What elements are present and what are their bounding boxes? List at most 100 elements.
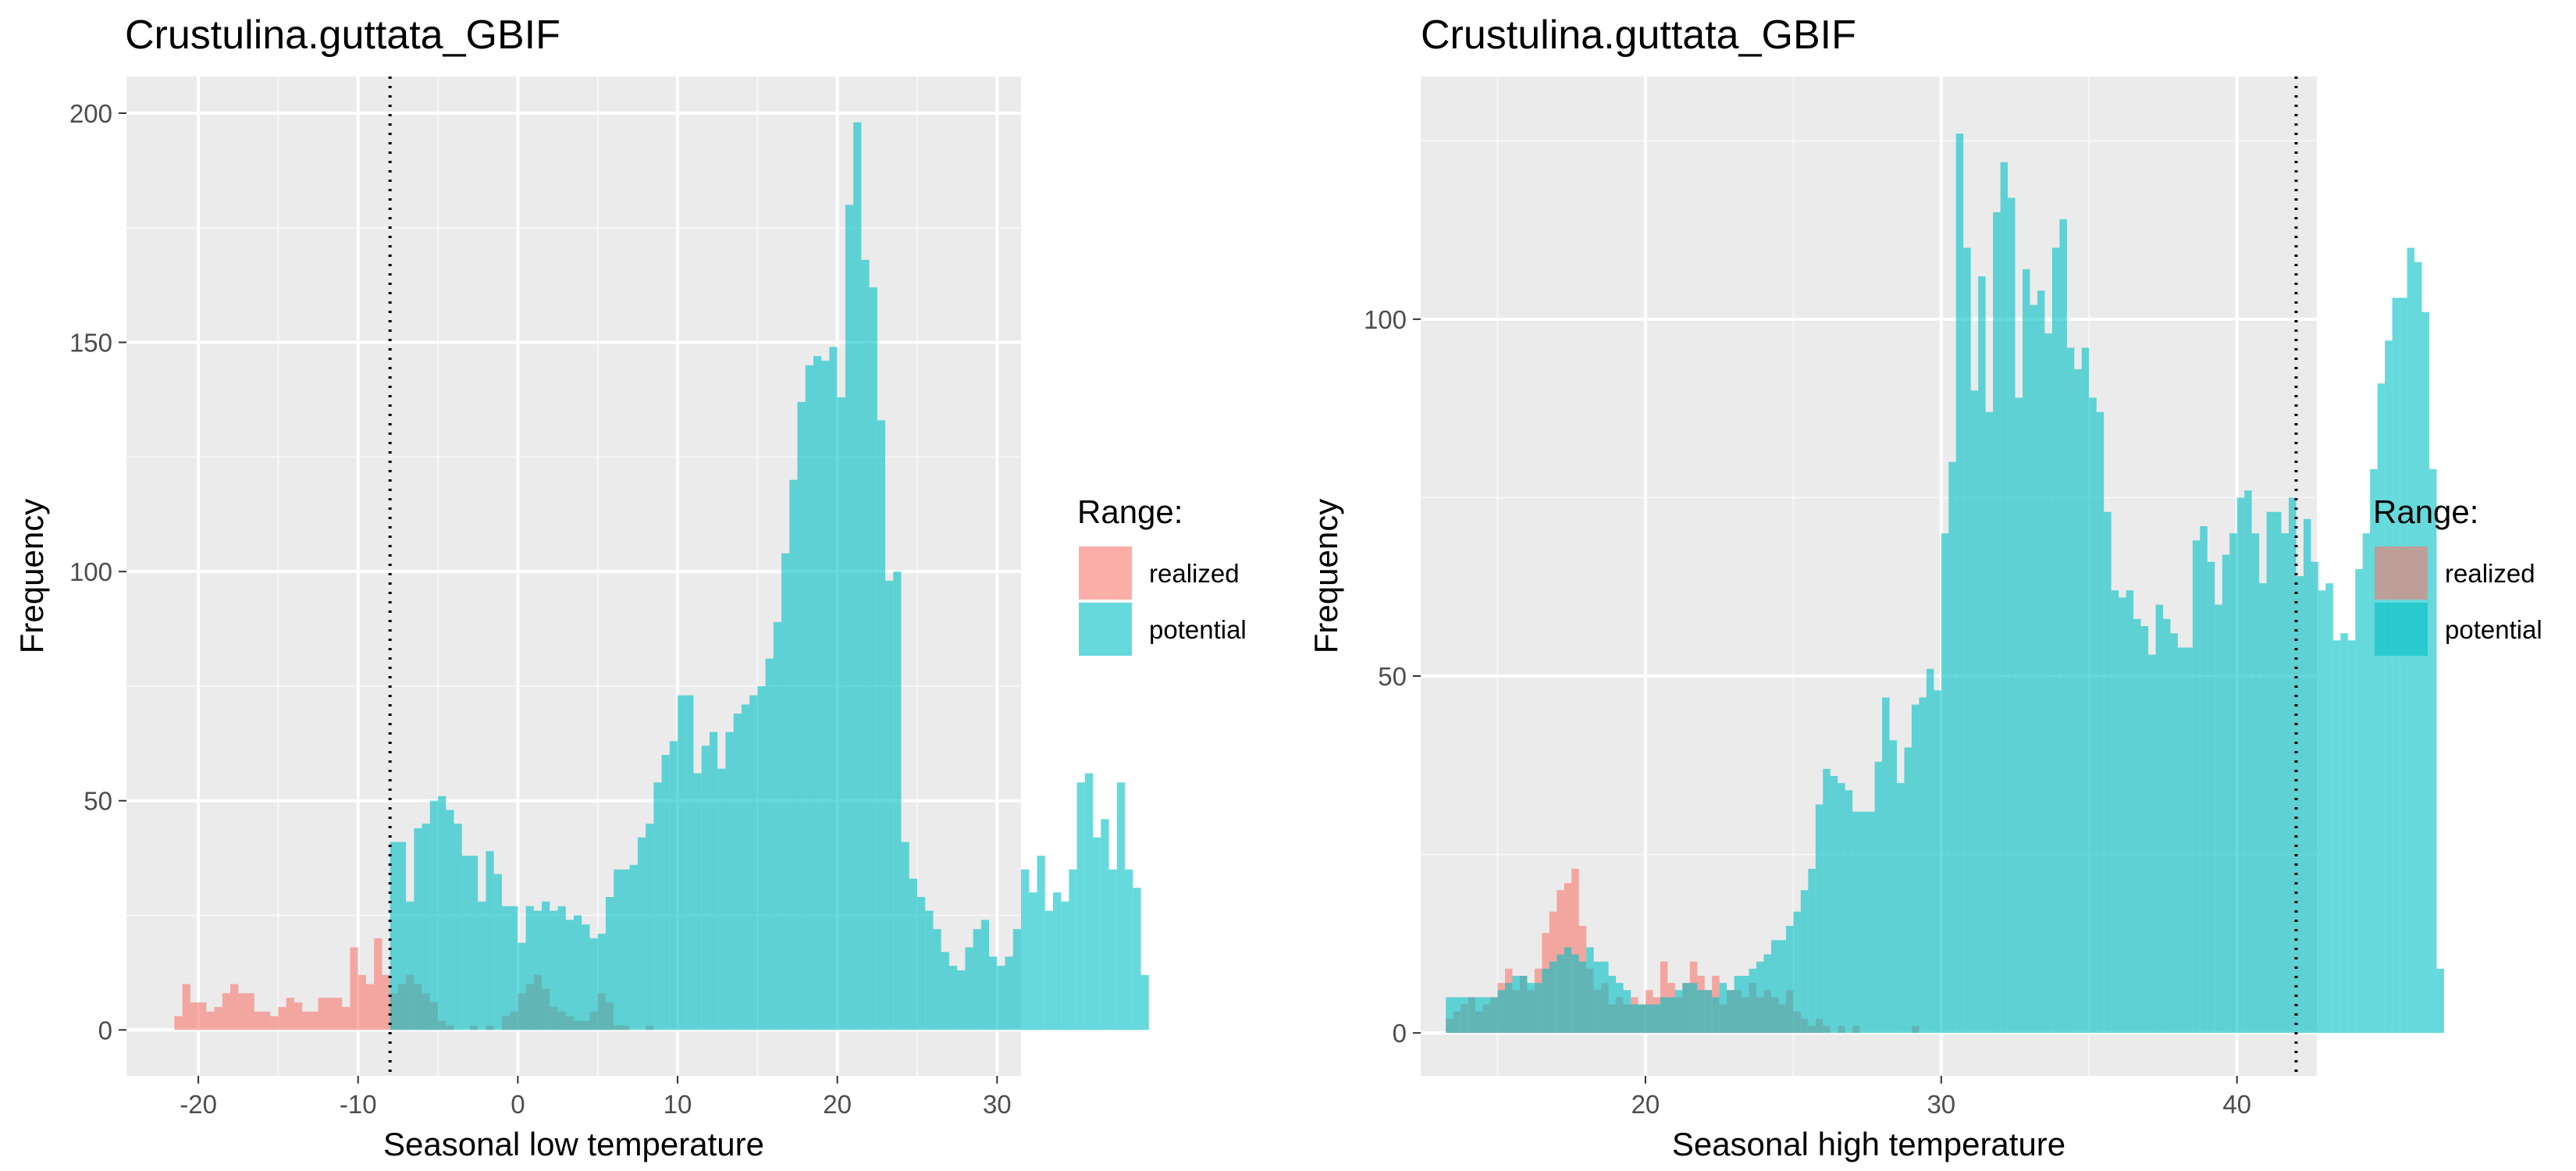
bar-potential bbox=[1093, 837, 1101, 1030]
bar-potential bbox=[1052, 892, 1062, 1030]
bar-potential bbox=[813, 356, 822, 1030]
bar-potential bbox=[2222, 554, 2230, 1034]
bar-potential bbox=[1756, 961, 1764, 1034]
bar-potential bbox=[1948, 461, 1956, 1034]
y-tick-label: 200 bbox=[69, 99, 112, 128]
bar-potential bbox=[390, 842, 398, 1030]
bar-potential bbox=[1660, 997, 1668, 1034]
bar-potential bbox=[1037, 856, 1045, 1030]
legend-label-potential: potential bbox=[1149, 615, 1247, 644]
legend-title: Range: bbox=[2373, 493, 2478, 530]
bar-potential bbox=[1076, 782, 1085, 1030]
bar-potential bbox=[2044, 333, 2052, 1034]
bar-potential bbox=[877, 420, 886, 1030]
bar-potential bbox=[861, 259, 870, 1030]
chart-panel-2: 20 30 40 0 50 100 Crustulina.guttata_GBIF Seaso… bbox=[1308, 12, 2542, 1162]
bar-potential bbox=[478, 901, 486, 1030]
bar-potential bbox=[948, 966, 958, 1030]
series-potential bbox=[1446, 133, 2444, 1034]
bar-potential bbox=[1859, 811, 1868, 1034]
bar-potential bbox=[1453, 997, 1461, 1034]
bar-potential bbox=[1623, 990, 1631, 1034]
bar-potential bbox=[2296, 576, 2304, 1034]
bar-potential bbox=[1446, 997, 1453, 1034]
bar-potential bbox=[1542, 968, 1550, 1034]
bar-potential bbox=[2325, 583, 2333, 1034]
bar-potential bbox=[685, 695, 694, 1030]
bar-potential bbox=[909, 878, 917, 1030]
bar-realized bbox=[206, 1011, 215, 1030]
bar-realized bbox=[382, 974, 390, 1030]
bar-realized bbox=[238, 993, 247, 1030]
y-tick-label: 0 bbox=[1393, 1019, 1407, 1048]
legend-key-potential bbox=[1079, 603, 1132, 656]
x-tick-label: -10 bbox=[340, 1090, 377, 1119]
bar-realized bbox=[214, 1006, 222, 1030]
x-tick-label: 30 bbox=[1927, 1090, 1955, 1119]
bar-potential bbox=[2008, 198, 2016, 1034]
bar-potential bbox=[1061, 901, 1069, 1030]
bar-potential bbox=[1955, 133, 1964, 1034]
bar-potential bbox=[1116, 782, 1126, 1030]
bar-realized bbox=[246, 993, 254, 1030]
bar-realized bbox=[174, 1016, 183, 1030]
bar-potential bbox=[1904, 747, 1912, 1034]
bar-potential bbox=[2066, 347, 2075, 1034]
bar-potential bbox=[1557, 954, 1564, 1034]
bar-potential bbox=[1911, 704, 1920, 1034]
bar-potential bbox=[2281, 533, 2290, 1034]
bar-potential bbox=[2428, 468, 2437, 1034]
bar-potential bbox=[1815, 804, 1823, 1034]
bar-potential bbox=[1808, 868, 1816, 1034]
bar-potential bbox=[1044, 910, 1053, 1030]
bar-potential bbox=[1133, 888, 1141, 1030]
bar-potential bbox=[1919, 697, 1927, 1034]
x-tick-label: 0 bbox=[511, 1090, 525, 1119]
series-potential bbox=[390, 122, 1149, 1030]
bar-potential bbox=[2229, 533, 2237, 1034]
bar-potential bbox=[1601, 961, 1609, 1034]
bar-potential bbox=[565, 920, 574, 1030]
bar-potential bbox=[1682, 983, 1690, 1034]
bar-potential bbox=[1985, 411, 1994, 1034]
bar-realized bbox=[374, 938, 382, 1030]
bar-potential bbox=[397, 842, 407, 1030]
bar-potential bbox=[717, 768, 726, 1030]
bar-potential bbox=[678, 695, 686, 1030]
bar-potential bbox=[741, 704, 750, 1030]
bar-potential bbox=[422, 824, 430, 1030]
bar-potential bbox=[542, 901, 550, 1030]
bar-realized bbox=[254, 1011, 262, 1030]
bar-potential bbox=[2185, 647, 2193, 1034]
bar-potential bbox=[2111, 590, 2119, 1034]
bar-realized bbox=[262, 1011, 271, 1030]
bar-potential bbox=[1978, 276, 1986, 1034]
bar-realized bbox=[294, 1002, 303, 1030]
bar-potential bbox=[997, 966, 1005, 1030]
bar-potential bbox=[2311, 561, 2318, 1034]
bar-potential bbox=[2170, 633, 2178, 1034]
bar-potential bbox=[916, 897, 926, 1030]
bar-potential bbox=[1534, 983, 1542, 1034]
bar-potential bbox=[1005, 956, 1013, 1030]
bar-potential bbox=[2385, 340, 2393, 1034]
bar-potential bbox=[1689, 983, 1698, 1034]
bar-potential bbox=[941, 952, 949, 1030]
x-axis-title: Seasonal low temperature bbox=[383, 1126, 764, 1162]
bar-realized bbox=[365, 984, 375, 1030]
bar-potential bbox=[1719, 983, 1727, 1034]
bar-potential bbox=[853, 122, 862, 1030]
bar-potential bbox=[2074, 368, 2082, 1034]
bar-potential bbox=[1734, 976, 1742, 1034]
bar-potential bbox=[2251, 533, 2260, 1034]
bar-potential bbox=[1763, 954, 1771, 1034]
bar-realized bbox=[278, 1006, 286, 1030]
bar-potential bbox=[574, 915, 582, 1030]
bar-potential bbox=[669, 741, 678, 1030]
bar-potential bbox=[1993, 212, 2001, 1034]
bar-potential bbox=[2347, 640, 2356, 1034]
bar-potential bbox=[2236, 497, 2245, 1034]
bar-potential bbox=[1793, 911, 1801, 1034]
bar-potential bbox=[597, 933, 606, 1030]
